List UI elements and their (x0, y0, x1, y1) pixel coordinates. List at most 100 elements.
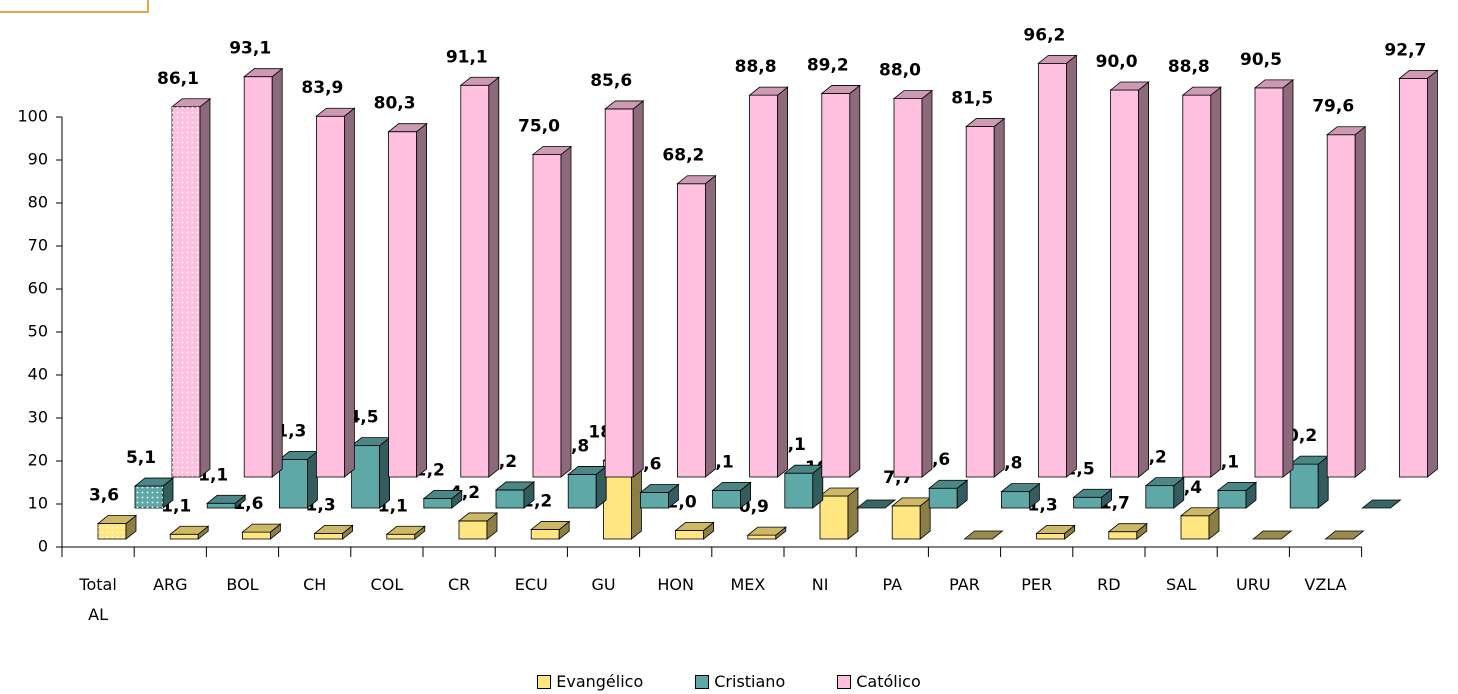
bar (604, 100, 645, 478)
bar-front (819, 495, 849, 540)
bar-front (315, 115, 345, 478)
bar-front (530, 529, 560, 540)
bar (241, 523, 282, 540)
legend-label: Católico (856, 672, 921, 691)
bar-top (387, 123, 428, 133)
bar-top (820, 85, 861, 94)
bar-front (351, 445, 381, 509)
x-tick-label: PA (882, 575, 903, 594)
bar-front (567, 474, 597, 509)
bar-front (965, 126, 995, 478)
value-label: 79,6 (1312, 97, 1354, 117)
bar-top (674, 522, 715, 531)
value-label: 90,0 (1096, 52, 1138, 72)
bar-top (604, 100, 645, 110)
x-tick-label: COL (370, 575, 404, 594)
bar-top (1216, 481, 1258, 491)
bar-front (1073, 496, 1102, 509)
bar (1179, 506, 1221, 540)
bar-top (1109, 81, 1150, 91)
bar (892, 89, 934, 478)
bar (385, 525, 426, 540)
bar-side (1210, 86, 1222, 478)
x-tick-label: MEX (730, 575, 766, 594)
bar (1326, 125, 1367, 478)
bar-front (460, 84, 490, 478)
bar-pattern (172, 106, 200, 478)
bar (1000, 482, 1041, 509)
bar-front (640, 492, 669, 509)
y-tick-label: 70 (28, 236, 48, 255)
bar-front (1180, 515, 1210, 540)
bar (748, 86, 789, 478)
value-label: 88,8 (735, 57, 777, 77)
bar (1181, 86, 1222, 478)
y-tick-label: 100 (17, 107, 48, 126)
bar-front (1217, 489, 1247, 509)
bar-side (921, 89, 933, 478)
bar (891, 497, 932, 540)
x-tick-label: BOL (226, 575, 259, 594)
value-label: 5,1 (126, 448, 156, 468)
bar (1072, 488, 1113, 509)
bar (965, 117, 1006, 478)
bar (531, 145, 573, 478)
bar-front (604, 108, 634, 478)
value-label: 91,1 (446, 47, 488, 67)
bar-front (891, 505, 921, 540)
y-tick-label: 20 (28, 451, 48, 470)
bar-top (892, 90, 934, 99)
bar-top (1361, 499, 1402, 509)
bar (422, 489, 463, 509)
bar-front (1399, 77, 1428, 478)
value-label: 68,2 (662, 146, 704, 166)
x-tick-label: PER (1021, 575, 1053, 594)
bar (387, 122, 428, 478)
bar (567, 465, 608, 509)
bar-front (388, 131, 418, 478)
empty-base (963, 530, 1004, 540)
bar (243, 67, 284, 478)
bar-top (963, 530, 1004, 540)
bar-front (821, 93, 851, 478)
bar (1035, 524, 1076, 540)
bar-top (1326, 126, 1367, 136)
bar-side (379, 436, 391, 509)
bar-top (241, 523, 282, 533)
bar-pattern (98, 523, 126, 539)
bar (928, 479, 969, 509)
x-tick-label: Total AL (79, 575, 117, 624)
bar (530, 520, 571, 540)
y-tick-label: 40 (28, 365, 48, 384)
bar-front (675, 530, 704, 540)
bar-top (385, 525, 426, 535)
bar-side (705, 174, 716, 478)
bar-top (1398, 69, 1439, 79)
bar-top (711, 481, 752, 491)
y-tick-label: 10 (28, 494, 48, 513)
y-tick-label: 30 (28, 408, 48, 427)
bar (1289, 455, 1330, 509)
bar-top (965, 118, 1006, 127)
bar (639, 483, 680, 509)
value-label: 80,3 (374, 94, 416, 114)
bar-front (278, 459, 308, 509)
bar-side (1317, 455, 1329, 509)
value-label: 86,1 (157, 69, 199, 89)
legend-item: Cristiano (695, 672, 785, 691)
bar-front (1182, 94, 1212, 478)
legend-swatch (837, 674, 852, 689)
x-tick-label: ARG (153, 575, 188, 594)
value-label: 83,9 (301, 78, 343, 98)
bar-front (1289, 463, 1319, 509)
bar (96, 514, 138, 540)
value-label: 85,6 (590, 71, 632, 91)
bar-top (855, 499, 897, 509)
bar-side (847, 487, 859, 540)
bar-top (169, 525, 210, 535)
value-label: 93,1 (229, 39, 271, 59)
bar-front (893, 98, 923, 478)
bar-top (457, 512, 499, 522)
bar (820, 84, 861, 478)
